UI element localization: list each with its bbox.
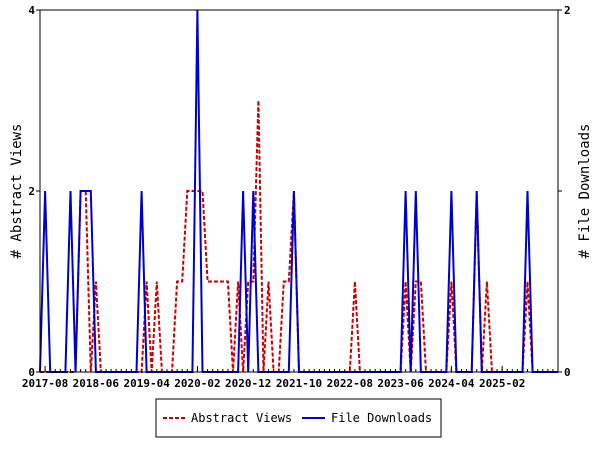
x-tick-label: 2020-12 xyxy=(225,377,271,390)
x-tick-label: 2021-10 xyxy=(276,377,322,390)
x-tick-label: 2024-04 xyxy=(428,377,475,390)
x-tick-label: 2019-04 xyxy=(123,377,170,390)
left-axis-title: # Abstract Views xyxy=(9,124,25,259)
legend-label-abstract-views: Abstract Views xyxy=(191,411,292,425)
left-y-tick-label: 4 xyxy=(28,4,35,17)
left-y-tick-label: 0 xyxy=(28,366,35,379)
x-tick-label: 2022-08 xyxy=(327,377,373,390)
right-y-tick-label: 0 xyxy=(564,366,571,379)
x-tick-label: 2018-06 xyxy=(73,377,120,390)
legend: Abstract Views File Downloads xyxy=(155,398,442,438)
right-axis-title: # File Downloads xyxy=(577,124,593,259)
x-tick-label: 2023-06 xyxy=(377,377,424,390)
x-tick-label: 2025-02 xyxy=(479,377,525,390)
series-lines xyxy=(39,9,558,373)
left-y-tick-label: 2 xyxy=(28,185,35,198)
y-axis-ticks xyxy=(36,9,40,373)
right-axis-ticks xyxy=(558,9,562,373)
x-tick-label: 2020-02 xyxy=(174,377,220,390)
x-tick-label: 2017-08 xyxy=(22,377,68,390)
legend-box xyxy=(155,398,442,438)
series-line-file-downloads xyxy=(39,9,558,373)
y-axis-tick-labels: 0 2 4 0 2 xyxy=(28,4,570,379)
right-y-tick-label: 2 xyxy=(564,4,571,17)
x-axis-tick-labels: 2017-08 2018-06 2019-04 2020-02 2020-12 2021-… xyxy=(22,377,525,390)
legend-label-file-downloads: File Downloads xyxy=(331,411,432,425)
